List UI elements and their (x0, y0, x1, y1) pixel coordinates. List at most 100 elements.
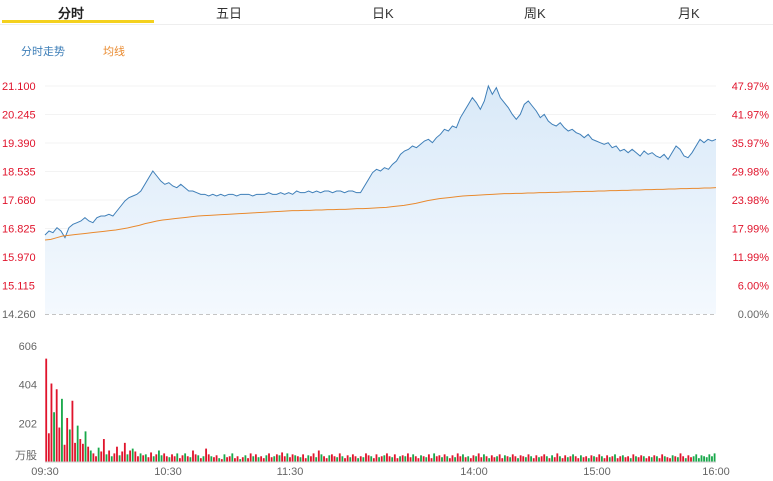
volume-bar (123, 442, 126, 462)
volume-bar (519, 455, 522, 462)
volume-bar (87, 446, 90, 462)
price-tick-label: 15.115 (2, 281, 35, 293)
volume-bar (63, 444, 66, 462)
volume-bar (396, 458, 399, 462)
volume-bar (139, 453, 142, 462)
volume-bar (545, 456, 548, 462)
volume-bar (446, 456, 449, 462)
volume-bar (614, 454, 616, 462)
volume-bar (595, 457, 598, 462)
volume-bar (236, 456, 239, 462)
volume-bar (399, 456, 401, 462)
volume-bar (383, 455, 386, 462)
volume-bar (490, 455, 493, 462)
volume-bar (448, 458, 451, 462)
tab-intraday[interactable]: 分时 (58, 6, 85, 21)
volume-bar (422, 456, 425, 462)
volume-bar (572, 454, 574, 462)
time-tick-label: 15:00 (583, 466, 611, 478)
volume-bar (551, 455, 553, 462)
volume-bar (663, 456, 666, 462)
volume-bar (244, 455, 247, 462)
volume-bar (118, 455, 121, 462)
volume-bar (108, 450, 111, 462)
volume-bar (506, 456, 509, 462)
price-tick-label: 14.260 (2, 309, 36, 321)
volume-bar (71, 400, 74, 462)
volume-bar (603, 458, 606, 462)
volume-bar (79, 439, 82, 462)
volume-bar (158, 450, 160, 462)
volume-bar (254, 454, 257, 462)
volume-bar (323, 456, 325, 462)
volume-bar (391, 457, 394, 462)
volume-bar (226, 457, 228, 462)
volume-bar (131, 448, 134, 462)
volume-bar (548, 458, 551, 462)
volume-bar (690, 457, 692, 462)
volume-bar (176, 453, 179, 462)
volume-bar (89, 450, 92, 462)
tab-weekly-k[interactable]: 周K (524, 6, 546, 21)
volume-bar (488, 458, 491, 462)
volume-bar (50, 383, 53, 462)
volume-bar (679, 453, 682, 462)
volume-bar (540, 456, 543, 462)
percent-tick-label: 6.00% (738, 281, 769, 293)
volume-bar (260, 456, 263, 462)
volume-bar (713, 453, 716, 462)
volume-bar (312, 453, 315, 462)
volume-bar (84, 431, 87, 462)
price-area-fill (45, 86, 716, 314)
volume-bar (178, 458, 181, 462)
volume-bar (121, 451, 124, 462)
time-tick-label: 16:00 (702, 466, 730, 478)
volume-bar (580, 455, 582, 462)
volume-bar (186, 456, 189, 462)
volume-bar (553, 457, 556, 462)
volume-bar (362, 457, 365, 462)
volume-bar (320, 454, 323, 462)
price-panel: 21.100 47.97% 20.245 41.97% 19.390 35.97% 18.5… (2, 81, 769, 321)
volume-bar (598, 454, 601, 462)
volume-bar (234, 458, 236, 462)
volume-tick-label: 404 (19, 380, 37, 392)
tab-daily-k[interactable]: 日K (372, 6, 394, 21)
volume-bar (538, 457, 540, 462)
volume-bar (331, 454, 333, 462)
volume-bar (462, 454, 464, 462)
volume-bar (590, 455, 593, 462)
volume-bar (420, 455, 422, 462)
volume-bar (676, 457, 679, 462)
volume-bar (503, 455, 506, 462)
volume-bar (443, 454, 446, 462)
volume-bar (160, 455, 163, 462)
tab-monthly-k[interactable]: 月K (678, 6, 700, 21)
tab-five-day[interactable]: 五日 (216, 6, 243, 21)
volume-bar (76, 425, 79, 462)
volume-bar (215, 455, 218, 462)
volume-bar (574, 456, 577, 462)
volume-bar (351, 454, 354, 462)
volume-bar (637, 457, 640, 462)
volume-bar (47, 433, 50, 462)
price-tick-label: 19.390 (2, 138, 36, 150)
legend-price-label: 分时走势 (21, 46, 65, 58)
volume-bar (194, 454, 197, 462)
volume-bar (184, 453, 187, 462)
volume-bar (189, 457, 192, 462)
volume-bar (265, 455, 268, 462)
volume-bar (412, 454, 415, 462)
volume-bar (467, 456, 470, 462)
volume-bar (45, 358, 48, 462)
legend-average-label: 均线 (103, 46, 125, 58)
volume-bar (372, 458, 375, 462)
volume-bar (386, 453, 388, 462)
volume-bar (286, 453, 289, 462)
volume-bar (687, 455, 690, 462)
volume-bar (163, 453, 166, 462)
volume-bar (220, 459, 223, 462)
volume-bar (296, 456, 299, 462)
volume-bar (74, 442, 76, 462)
volume-bar (438, 455, 441, 462)
